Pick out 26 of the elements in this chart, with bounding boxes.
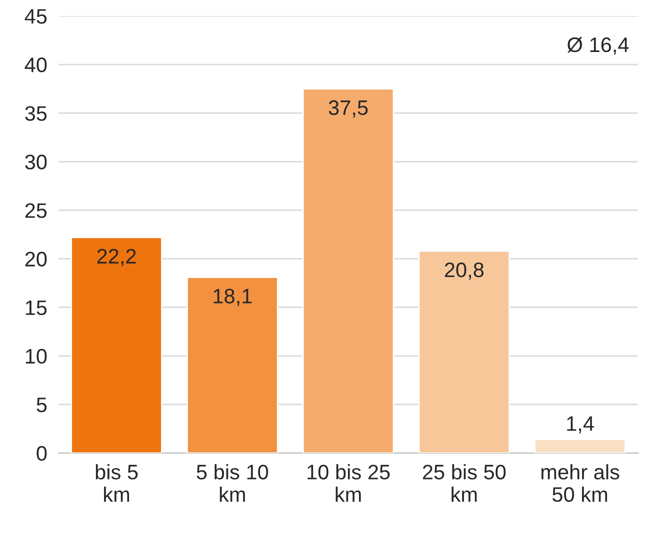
data-label: 1,4 [567,416,594,434]
y-tick-label: 30 [25,154,47,170]
bar [302,88,394,454]
annotation: Ø 16,4 [567,37,629,55]
y-tick-label: 5 [36,398,47,412]
bar [186,276,278,454]
y-tick-label: 0 [36,446,47,461]
y-tick-label: 15 [26,300,47,316]
x-tick-label: 5 bis 10 km [196,464,268,502]
y-tick-label: 20 [25,252,47,267]
data-label: 37,5 [328,100,368,118]
bar [418,250,510,454]
x-tick-label: 10 bis 25 km [308,464,390,502]
y-tick-label: 35 [25,106,47,121]
data-label: 22,2 [97,248,136,266]
bar [534,438,626,454]
y-tick-label: 10 [26,348,47,364]
x-tick-label: bis 5 km [96,464,138,502]
data-label: 18,1 [214,288,252,306]
bar [70,236,162,454]
y-tick-label: 40 [24,58,47,72]
x-tick-label: 25 bis 50 km [422,464,506,502]
data-label: 20,8 [444,262,484,280]
x-tick-label: mehr als 50 km [541,464,620,502]
y-tick-label: 25 [25,203,47,218]
y-tick-label: 45 [24,9,47,24]
